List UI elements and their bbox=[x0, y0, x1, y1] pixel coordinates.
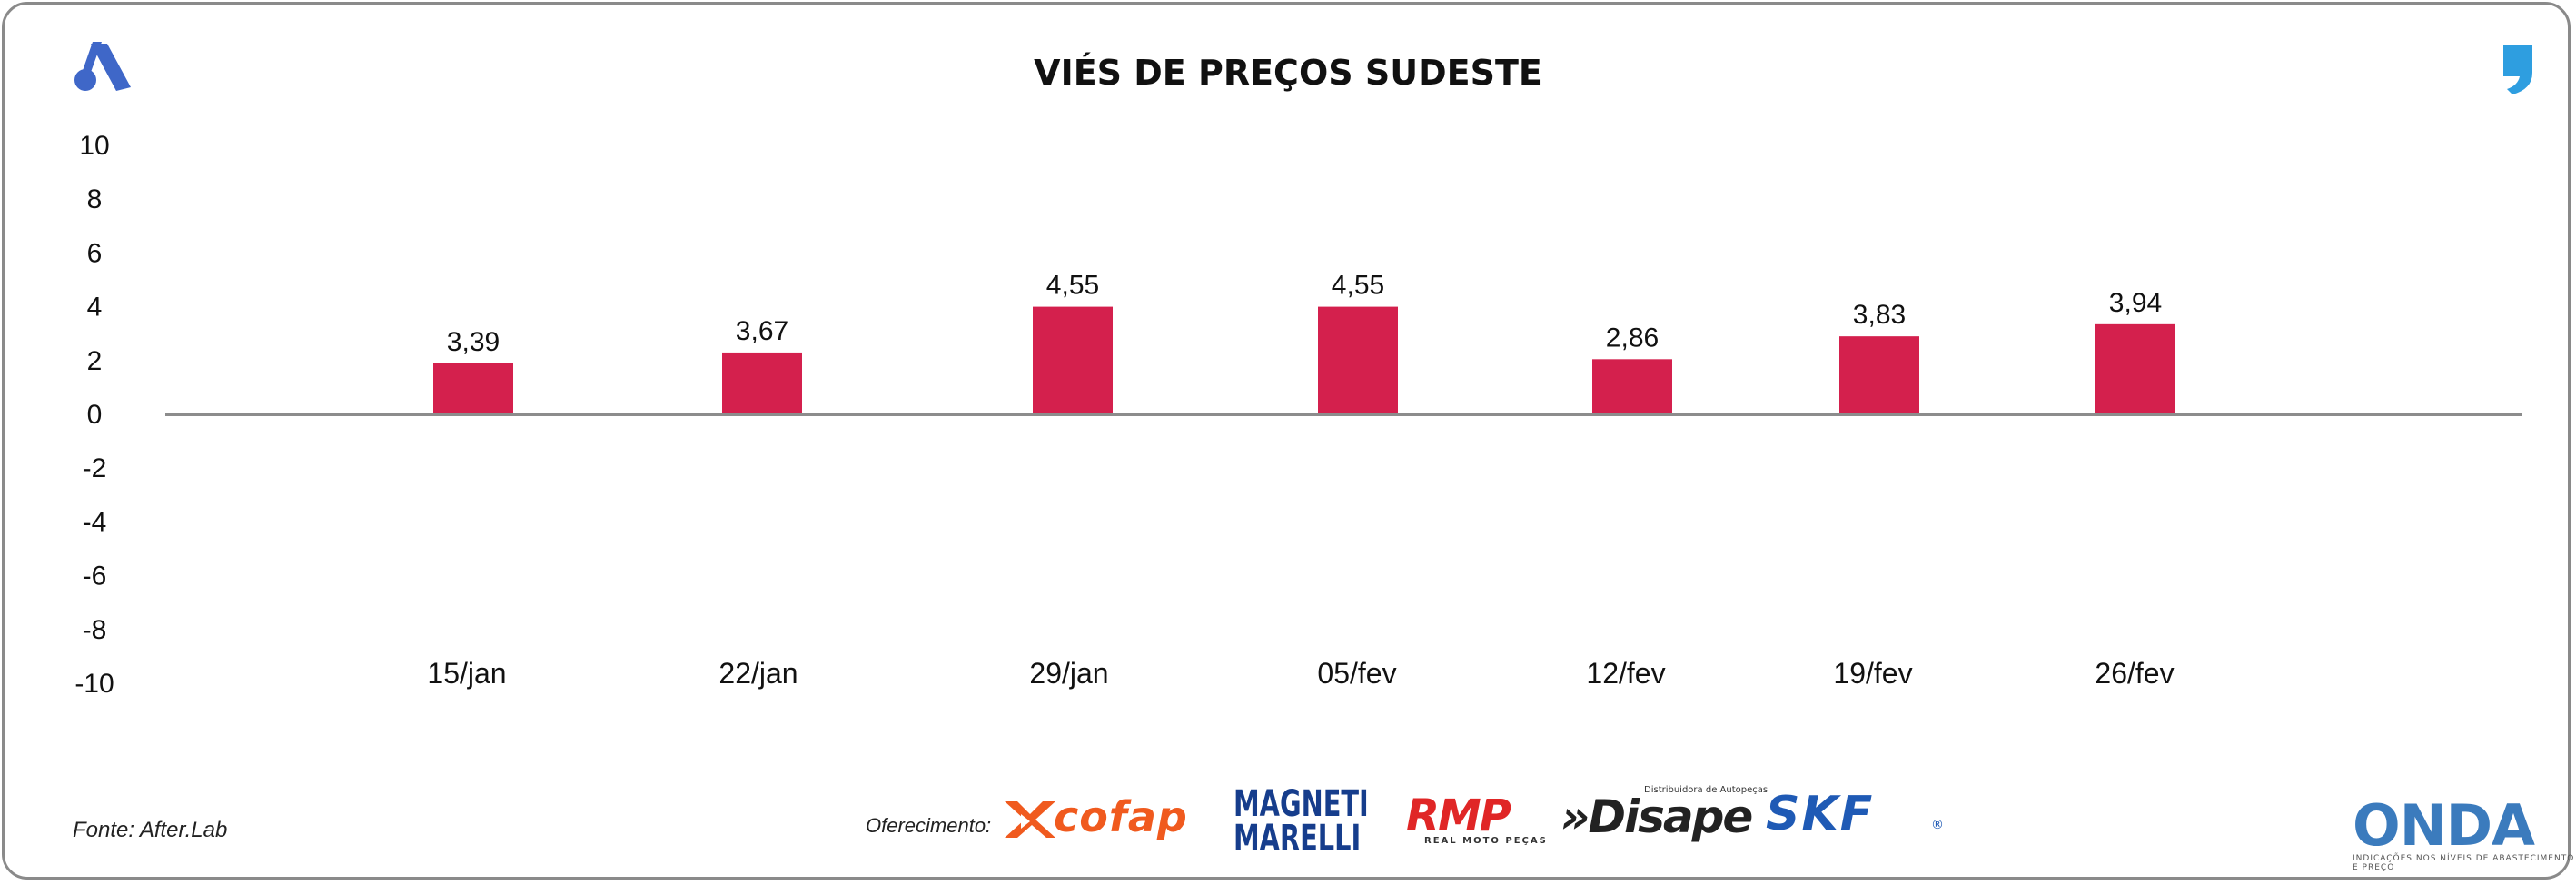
bar bbox=[722, 352, 802, 414]
y-tick-label: -8 bbox=[83, 615, 107, 645]
bar bbox=[1318, 306, 1398, 414]
data-label: 3,94 bbox=[2109, 288, 2162, 318]
data-label: 3,39 bbox=[447, 327, 500, 357]
y-tick-label: 10 bbox=[79, 131, 109, 161]
magneti-line: MAGNETI bbox=[1234, 783, 1369, 825]
y-tick-label: -4 bbox=[83, 507, 107, 537]
data-label: 3,83 bbox=[1853, 300, 1906, 330]
bar bbox=[1033, 306, 1113, 414]
sponsor-disape: »Disape bbox=[1560, 791, 1753, 843]
data-label: 4,55 bbox=[1046, 271, 1099, 301]
bar bbox=[433, 363, 513, 414]
sponsor-cofap: cofap bbox=[1054, 792, 1188, 841]
y-tick-label: 2 bbox=[87, 346, 103, 376]
x-tick-label: 29/jan bbox=[1029, 657, 1108, 690]
sponsor-rmp-subtitle: REAL MOTO PEÇAS bbox=[1424, 836, 1548, 846]
sponsor-rmp: RMP bbox=[1406, 791, 1511, 841]
y-tick-label: 0 bbox=[87, 400, 103, 430]
data-label: 2,86 bbox=[1606, 323, 1659, 353]
y-tick-label: -6 bbox=[83, 562, 107, 592]
y-tick-label: 4 bbox=[87, 293, 103, 323]
data-label: 3,67 bbox=[736, 316, 788, 346]
data-label: 4,55 bbox=[1332, 271, 1384, 301]
y-tick-label: -10 bbox=[74, 669, 114, 699]
source-note: Fonte: After.Lab bbox=[73, 818, 228, 842]
x-tick-label: 19/fev bbox=[1833, 657, 1912, 690]
quote-mark-icon bbox=[2500, 44, 2536, 101]
bar-chart: 10 8 6 4 2 0 -2 -4 -6 -8 -10 3,39 15/jan 3,67 22/jan 4,… bbox=[74, 131, 2522, 699]
y-tick-label: 6 bbox=[87, 238, 103, 268]
x-tick-label: 12/fev bbox=[1586, 657, 1665, 690]
onda-tagline: INDICAÇÕES NOS NÍVEIS DE ABASTECIMENTO E… bbox=[2353, 854, 2575, 872]
x-tick-label: 05/fev bbox=[1317, 657, 1396, 690]
sponsor-disape-tagline: Distribuidora de Autopeças bbox=[1644, 785, 1769, 795]
after-logo-icon bbox=[74, 38, 138, 101]
cofap-logo-icon bbox=[1001, 796, 1055, 847]
onda-logo: ONDA bbox=[2353, 792, 2535, 859]
y-tick-label: 8 bbox=[87, 184, 103, 214]
skf-registered-mark: ® bbox=[1931, 818, 1944, 832]
chart-title: VIÉS DE PREÇOS SUDESTE bbox=[1034, 53, 1542, 93]
marelli-line: MARELLI bbox=[1234, 818, 1362, 860]
x-tick-label: 22/jan bbox=[718, 657, 798, 690]
x-tick-label: 26/fev bbox=[2095, 657, 2174, 690]
y-tick-label: -2 bbox=[83, 453, 107, 483]
sponsor-magneti-marelli: MAGNETI MARELLI bbox=[1234, 783, 1369, 860]
sponsor-skf: SKF bbox=[1766, 787, 1875, 841]
x-tick-label: 15/jan bbox=[427, 657, 506, 690]
bar bbox=[2095, 323, 2175, 414]
sponsors-label: Oferecimento: bbox=[866, 814, 992, 837]
bar bbox=[1839, 336, 1919, 414]
bar bbox=[1592, 359, 1672, 414]
